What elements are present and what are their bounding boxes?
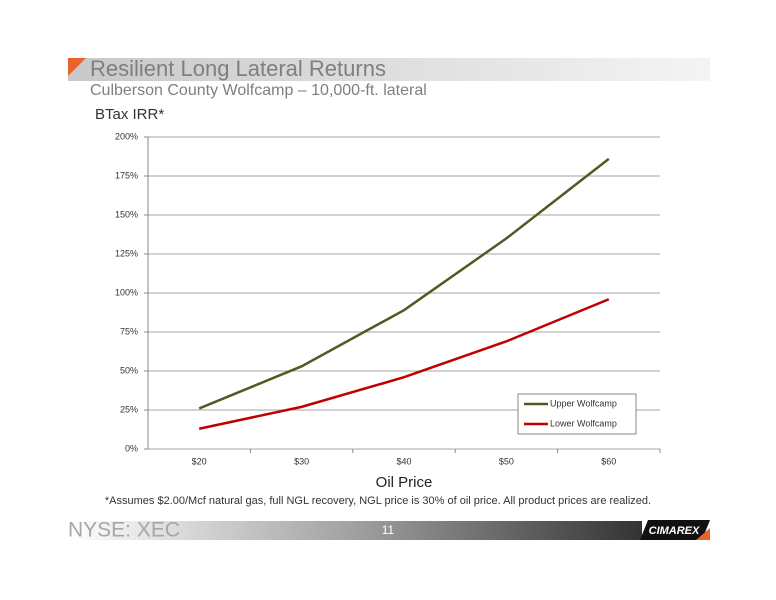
x-tick-label: $60 [601, 456, 616, 466]
x-axis-label: Oil Price [376, 474, 433, 491]
logo: CIMAREX [649, 525, 700, 537]
x-tick-label: $40 [396, 456, 411, 466]
logo-shape [640, 520, 710, 540]
legend-box [517, 393, 637, 435]
y-axis-label: BTax IRR* [95, 106, 164, 123]
y-tick-label: 150% [115, 209, 138, 219]
y-tick-label: 75% [120, 326, 138, 336]
page-number: 11 [382, 523, 395, 537]
slide-subtitle: Culberson County Wolfcamp – 10,000-ft. l… [90, 82, 427, 99]
y-tick-label: 50% [120, 365, 138, 375]
footer-band [68, 521, 642, 540]
x-tick-label: $20 [192, 456, 207, 466]
x-tick-label: $30 [294, 456, 309, 466]
series-line [198, 298, 610, 430]
logo-accent [696, 528, 710, 540]
y-tick-label: 25% [120, 404, 138, 414]
legend-label: Lower Wolfcamp [550, 418, 617, 428]
y-tick-label: 175% [115, 170, 138, 180]
y-tick-label: 100% [115, 287, 138, 297]
footnote: *Assumes $2.00/Mcf natural gas, full NGL… [105, 495, 651, 507]
y-tick-label: 125% [115, 248, 138, 258]
ticker: NYSE: XEC [68, 519, 180, 542]
y-tick-label: 200% [115, 131, 138, 141]
legend-label: Upper Wolfcamp [550, 398, 617, 408]
x-tick-label: $50 [499, 456, 514, 466]
y-tick-label: 0% [125, 443, 138, 453]
title-band [68, 58, 710, 81]
title-accent [68, 58, 86, 76]
slide-title: Resilient Long Lateral Returns [90, 56, 386, 81]
series-line [198, 157, 610, 410]
plot: 0% 25% 50% 75% 100% 125% 150% 175% 200% $20 $30 $40… [115, 131, 661, 466]
